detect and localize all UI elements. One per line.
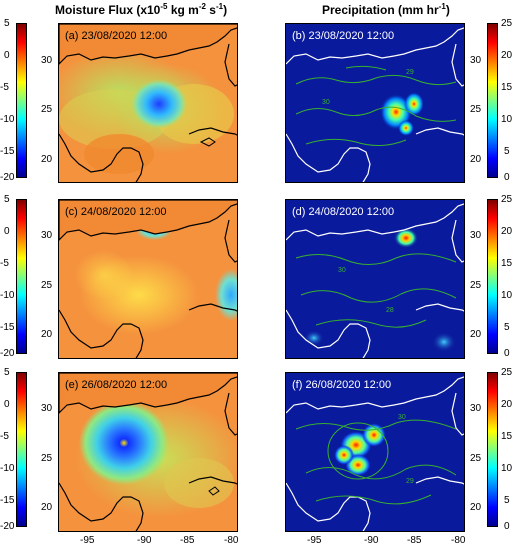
tick-inner-25: 25 (41, 104, 53, 115)
colorbar-left-row3 (16, 372, 27, 527)
precip-inner-tick-25-row2: 25 (470, 280, 482, 291)
panel-b-precip-map: 30 29 (b) 23/08/2020 12:00 (285, 23, 465, 183)
tick-outer-neg20: -20 (0, 172, 15, 183)
tick-outer-0-row2: 0 (4, 226, 10, 237)
xtick-right-neg80: -80 (451, 535, 466, 546)
precip-tick-0-row3: 0 (504, 521, 510, 532)
tick-inner-20-row3: 20 (41, 502, 53, 513)
tick-outer-neg5-row3: -5 (0, 431, 9, 442)
tick-inner-25-row3: 25 (41, 453, 53, 464)
xtick-left-neg85: -85 (180, 535, 195, 546)
precip-inner-tick-20-row3: 20 (470, 502, 482, 513)
precip-inner-tick-25-row1: 25 (470, 104, 482, 115)
panel-e-moisture-map: (e) 26/08/2020 12:00 (58, 372, 238, 532)
precip-tick-0-row1: 0 (504, 172, 510, 183)
colorbar-precip-row2 (487, 199, 498, 354)
precip-tick-10-row1: 10 (501, 114, 513, 125)
panel-d-precip-map: 30 28 (d) 24/08/2020 12:00 (285, 199, 465, 359)
panel-f-label: (f) 26/08/2020 12:00 (292, 379, 392, 391)
precip-tick-5-row3: 5 (504, 495, 510, 506)
tick-outer-neg20-row3: -20 (0, 521, 15, 532)
panel-a-moisture-map: (a) 23/08/2020 12:00 (58, 23, 238, 183)
tick-inner-20-row2: 20 (41, 329, 53, 340)
panel-a-label: (a) 23/08/2020 12:00 (65, 30, 168, 42)
panel-c-moisture-map: (c) 24/08/2020 12:00 (58, 199, 238, 359)
tick-inner-30-row3: 30 (41, 403, 53, 414)
moisture-flux-title: Moisture Flux (x10-5 kg m-2 s-1) (55, 2, 228, 17)
precip-tick-5-row1: 5 (504, 146, 510, 157)
xtick-right-neg95: -95 (307, 535, 322, 546)
tick-outer-neg5: -5 (0, 82, 9, 93)
precipitation-title: Precipitation (mm hr-1) (322, 2, 450, 17)
tick-inner-20: 20 (41, 154, 53, 165)
contour-label-d2: 28 (386, 307, 394, 314)
contour-label-d1: 30 (338, 267, 346, 274)
panel-b-label: (b) 23/08/2020 12:00 (292, 30, 395, 42)
colorbar-left-row2 (16, 199, 27, 354)
tick-outer-neg15-row2: -15 (0, 322, 15, 333)
precip-tick-5-row2: 5 (504, 322, 510, 333)
contour-label-b1: 30 (322, 99, 330, 106)
xtick-right-neg90: -90 (364, 535, 379, 546)
precip-inner-tick-30-row2: 30 (470, 230, 482, 241)
precip-tick-25-row1: 25 (501, 18, 513, 29)
precip-tick-15-row1: 15 (501, 82, 513, 93)
precip-tick-10-row3: 10 (501, 463, 513, 474)
precip-tick-20-row1: 20 (501, 50, 513, 61)
xtick-left-neg80: -80 (224, 535, 239, 546)
tick-outer-neg15-row3: -15 (0, 495, 15, 506)
contour-label-b2: 29 (406, 69, 414, 76)
tick-outer-neg10-row3: -10 (0, 463, 15, 474)
tick-outer-neg10-row2: -10 (0, 290, 15, 301)
xtick-left-neg90: -90 (137, 535, 152, 546)
xtick-left-neg95: -95 (80, 535, 95, 546)
contour-label-f1: 30 (398, 414, 406, 421)
tick-outer-neg5-row2: -5 (0, 258, 9, 269)
precip-tick-15-row3: 15 (501, 431, 513, 442)
tick-outer-5-row3: 5 (4, 367, 10, 378)
colorbar-precip-row1 (487, 23, 498, 178)
tick-outer-5-row2: 5 (4, 194, 10, 205)
tick-inner-30: 30 (41, 55, 53, 66)
colorbar-precip-row3 (487, 372, 498, 527)
precip-tick-0-row2: 0 (504, 348, 510, 359)
precip-tick-25-row3: 25 (501, 367, 513, 378)
tick-outer-neg10: -10 (0, 114, 15, 125)
precip-tick-20-row3: 20 (501, 399, 513, 410)
precip-inner-tick-30-row1: 30 (470, 55, 482, 66)
panel-e-label: (e) 26/08/2020 12:00 (65, 379, 168, 391)
tick-outer-neg15: -15 (0, 146, 15, 157)
precip-tick-20-row2: 20 (501, 226, 513, 237)
tick-inner-25-row2: 25 (41, 280, 53, 291)
tick-outer-neg20-row2: -20 (0, 348, 15, 359)
tick-outer-5: 5 (4, 18, 10, 29)
contour-label-f2: 29 (406, 478, 414, 485)
panel-f-precip-map: 30 29 (f) 26/08/2020 12:00 (285, 372, 465, 532)
precip-tick-15-row2: 15 (501, 258, 513, 269)
precip-inner-tick-20-row2: 20 (470, 329, 482, 340)
xtick-right-neg85: -85 (407, 535, 422, 546)
tick-inner-30-row2: 30 (41, 230, 53, 241)
tick-outer-0-row3: 0 (4, 399, 10, 410)
colorbar-left-row1 (16, 23, 27, 178)
panel-c-label: (c) 24/08/2020 12:00 (65, 206, 167, 218)
panel-d-label: (d) 24/08/2020 12:00 (292, 206, 395, 218)
tick-outer-0: 0 (4, 50, 10, 61)
precip-tick-10-row2: 10 (501, 290, 513, 301)
precip-inner-tick-30-row3: 30 (470, 403, 482, 414)
precip-inner-tick-25-row3: 25 (470, 453, 482, 464)
precip-tick-25-row2: 25 (501, 194, 513, 205)
precip-inner-tick-20-row1: 20 (470, 154, 482, 165)
